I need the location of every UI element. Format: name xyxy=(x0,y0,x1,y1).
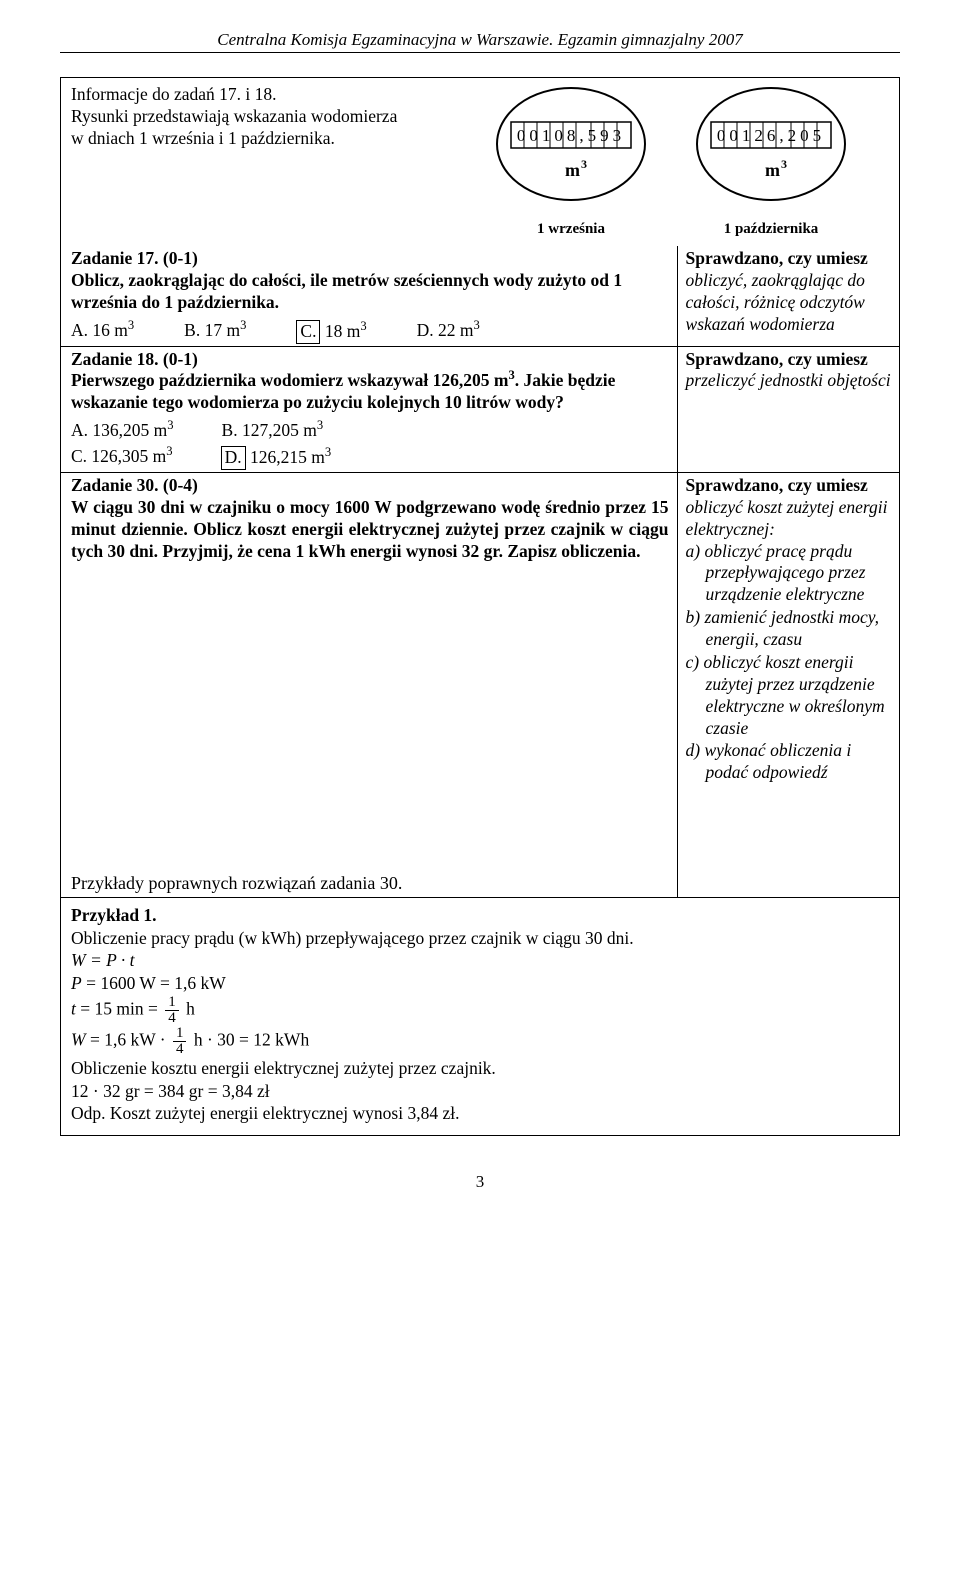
task17-ans-b: B. 17 m3 xyxy=(184,320,246,344)
task17-title: Zadanie 17. (0-1) xyxy=(71,248,669,270)
meter-right-date: 1 października xyxy=(691,221,851,238)
meter-left-date: 1 września xyxy=(491,221,651,238)
example-1: Przykład 1. Obliczenie pracy prądu (w kW… xyxy=(61,898,899,1129)
task18-ans-b: B. 127,205 m3 xyxy=(222,420,324,442)
task30-text: W ciągu 30 dni w czajniku o mocy 1600 W … xyxy=(71,497,669,563)
task30-skill-intro: obliczyć koszt zużytej energii elektrycz… xyxy=(686,497,891,541)
task17-skill-head: Sprawdzano, czy umiesz xyxy=(686,248,891,270)
meter-icon: 00108,593 m 3 xyxy=(491,84,651,214)
ex1-title: Przykład 1. xyxy=(71,904,889,927)
intro-line3: w dniach 1 września i 1 października. xyxy=(71,128,335,148)
exercise-box: Informacje do zadań 17. i 18. Rysunki pr… xyxy=(60,77,900,1136)
task30-title: Zadanie 30. (0-4) xyxy=(71,475,669,497)
meter-right: 00126,205 m 3 1 października xyxy=(691,84,851,238)
task30-skill-d: d) wykonać obliczenia i podać odpowiedź xyxy=(706,740,891,784)
ex1-line6: 12 · 32 gr = 384 gr = 3,84 zł xyxy=(71,1080,889,1103)
task30-skill-a: a) obliczyć pracę prądu przepływającego … xyxy=(706,541,891,607)
ex1-eq3: t = 15 min = 14 h xyxy=(71,995,889,1026)
ex1-eq2: P = 1600 W = 1,6 kW xyxy=(71,972,889,995)
svg-text:3: 3 xyxy=(581,157,587,171)
task18-skill-head: Sprawdzano, czy umiesz xyxy=(686,349,891,371)
intro-line2: Rysunki przedstawiają wskazania wodomier… xyxy=(71,106,397,126)
task17-skill-body: obliczyć, zaokrąglając do całości, różni… xyxy=(686,270,891,336)
ex1-eq1: W = P · t xyxy=(71,949,889,972)
task18-ans-d: D. 126,215 m3 xyxy=(221,446,332,470)
task30-examples-title: Przykłady poprawnych rozwiązań zadania 3… xyxy=(71,872,669,895)
ex1-line1: Obliczenie pracy prądu (w kWh) przepływa… xyxy=(71,927,889,950)
task30-skill-c: c) obliczyć koszt energii zużytej przez … xyxy=(706,652,891,740)
svg-text:00126,205: 00126,205 xyxy=(717,126,825,145)
task17-ans-d: D. 22 m3 xyxy=(417,320,480,344)
task18-skill-body: przeliczyć jednostki objętości xyxy=(686,370,891,392)
page-header: Centralna Komisja Egzaminacyjna w Warsza… xyxy=(60,30,900,53)
task17-ans-a: A. 16 m3 xyxy=(71,320,134,344)
svg-text:3: 3 xyxy=(781,157,787,171)
task17-ans-c: C. 18 m3 xyxy=(296,320,366,344)
task18-text: Pierwszego października wodomierz wskazy… xyxy=(71,370,669,414)
intro-text: Informacje do zadań 17. i 18. Rysunki pr… xyxy=(71,84,461,238)
svg-text:m: m xyxy=(765,160,780,180)
ex1-eq4: W = 1,6 kW · 14 h · 30 = 12 kWh xyxy=(71,1026,889,1057)
intro-line1: Informacje do zadań 17. i 18. xyxy=(71,84,277,104)
meter-left: 00108,593 m 3 1 września xyxy=(491,84,651,238)
task30-skill-b: b) zamienić jednostki mocy, energii, cza… xyxy=(706,607,891,651)
task17-text: Oblicz, zaokrąglając do całości, ile met… xyxy=(71,270,669,314)
task18-ans-a: A. 136,205 m3 xyxy=(71,420,174,442)
ex1-line7: Odp. Koszt zużytej energii elektrycznej … xyxy=(71,1102,889,1125)
ex1-line5: Obliczenie kosztu energii elektrycznej z… xyxy=(71,1057,889,1080)
page-number: 3 xyxy=(60,1172,900,1192)
meter-icon: 00126,205 m 3 xyxy=(691,84,851,214)
task18-title: Zadanie 18. (0-1) xyxy=(71,349,669,371)
svg-text:00108,593: 00108,593 xyxy=(517,126,625,145)
task30-skill-head: Sprawdzano, czy umiesz xyxy=(686,475,891,497)
task18-ans-c: C. 126,305 m3 xyxy=(71,446,173,470)
svg-text:m: m xyxy=(565,160,580,180)
